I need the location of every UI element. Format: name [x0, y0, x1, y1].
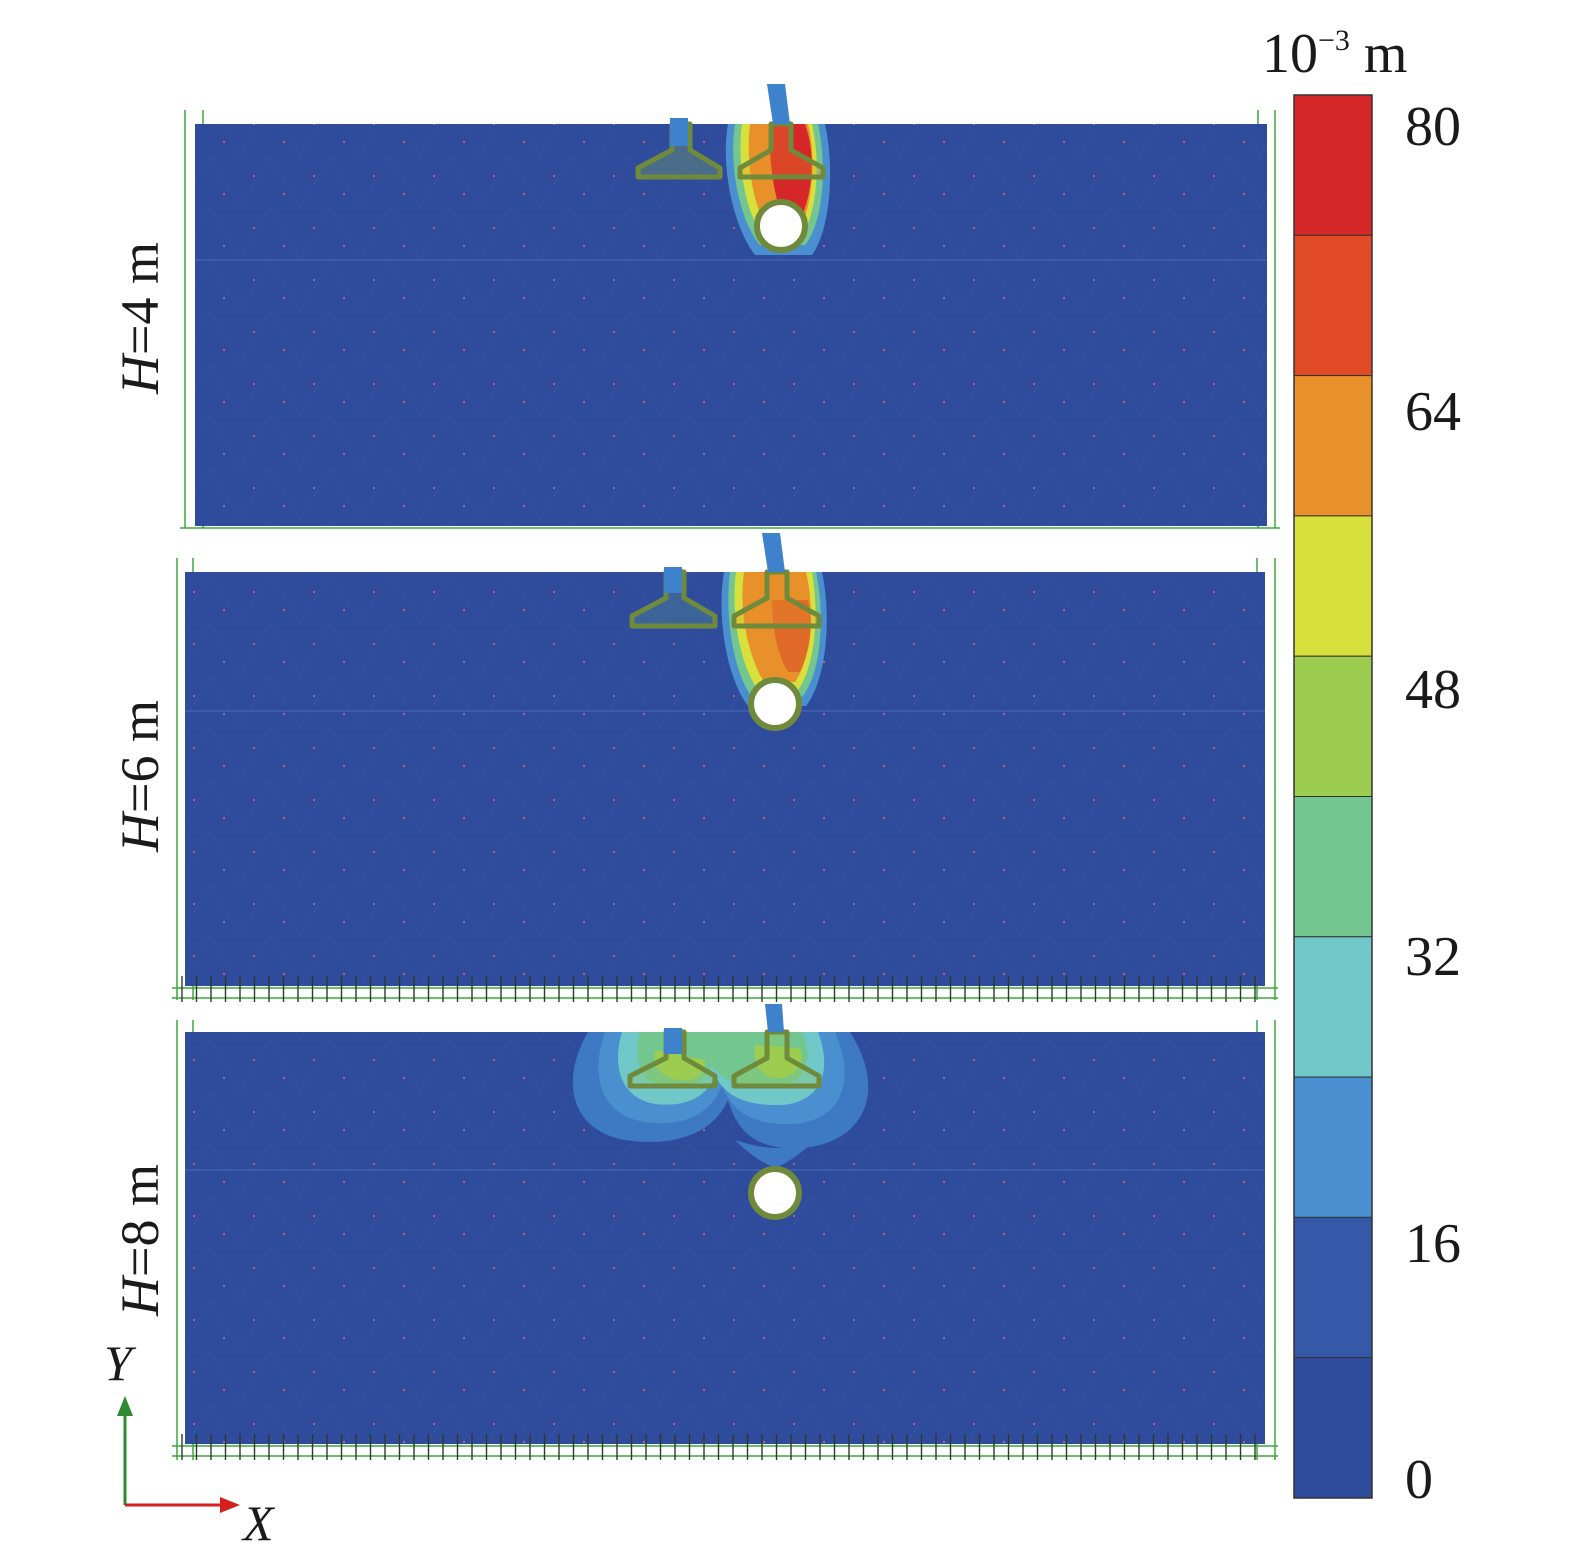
tunnel-halo	[735, 1140, 815, 1168]
axis-triad: Y X	[104, 1335, 276, 1546]
colorbar-level-5	[1293, 796, 1373, 938]
colorbar-tick-label: 0	[1405, 1449, 1433, 1511]
colorbar-tick-label: 32	[1405, 926, 1461, 988]
bottom-supports	[172, 976, 1278, 1002]
column-right	[767, 84, 790, 124]
colorbar-tick-label: 64	[1405, 381, 1461, 443]
footing-left	[629, 569, 718, 629]
footing-left	[635, 121, 723, 180]
colorbar-tick-label: 16	[1405, 1213, 1461, 1275]
colorbar-level-7	[1293, 1076, 1373, 1218]
panel-label-h6: H=6 m	[110, 700, 170, 853]
colorbar-tick-label: 48	[1405, 659, 1461, 721]
colorbar-level-0	[1293, 94, 1373, 236]
displacement-contour-70	[772, 600, 811, 672]
footing-left	[627, 1029, 718, 1089]
colorbar-levels	[1293, 94, 1373, 1499]
colorbar: 80 64 48 32 16 0 10−3 m	[1262, 23, 1461, 1511]
displacement-contour-80	[769, 124, 812, 220]
tunnel-ring	[748, 677, 802, 731]
panel-h8	[172, 1004, 1278, 1460]
colorbar-level-8	[1293, 1216, 1373, 1359]
footing-right	[737, 121, 826, 180]
colorbar-unit: 10−3 m	[1262, 23, 1407, 85]
panel-h4	[180, 84, 1280, 529]
colorbar-level-4	[1293, 655, 1373, 798]
column-left	[664, 567, 682, 593]
colorbar-ticks: 80 64 48 32 16 0	[1405, 96, 1461, 1511]
footing-right	[731, 569, 822, 629]
bottom-supports	[172, 1434, 1278, 1460]
column-left	[670, 118, 688, 146]
colorbar-level-9	[1293, 1357, 1373, 1499]
tunnel-ring	[754, 199, 808, 253]
colorbar-tick-label: 80	[1405, 96, 1461, 158]
colorbar-level-2	[1293, 375, 1373, 517]
column-left	[664, 1028, 682, 1054]
colorbar-level-6	[1293, 936, 1373, 1078]
panel-label-h4: H=4 m	[110, 242, 170, 395]
colorbar-level-1	[1293, 234, 1373, 377]
colorbar-level-3	[1293, 515, 1373, 657]
panel-h6	[172, 533, 1278, 1002]
x-axis-label: X	[241, 1495, 276, 1546]
panel-label-h8: H=8 m	[110, 1164, 170, 1317]
column-right	[765, 1004, 784, 1032]
column-right	[762, 533, 785, 572]
footing-right	[731, 1029, 822, 1089]
tunnel-ring	[748, 1166, 802, 1220]
y-axis-label: Y	[104, 1335, 137, 1391]
